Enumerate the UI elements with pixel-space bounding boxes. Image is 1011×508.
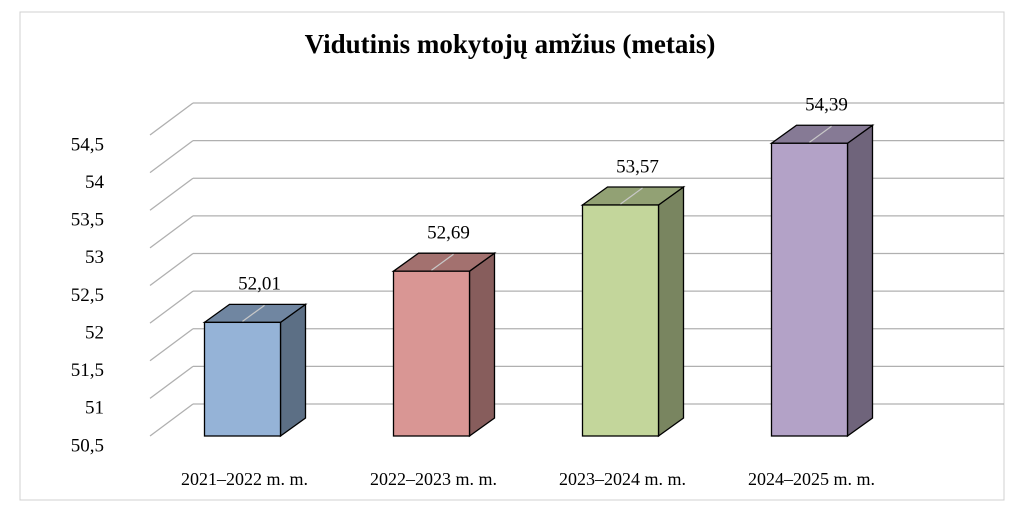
grid-line: [149, 140, 194, 174]
label-leader: [809, 125, 832, 143]
bar-side: [657, 185, 685, 438]
y-tick-label: 52,5: [71, 285, 104, 306]
chart-title: Vidutinis mokytojų amžius (metais): [305, 29, 716, 59]
x-tick-label: 2023–2024 m. m.: [559, 469, 686, 489]
grid-line: [149, 177, 194, 211]
y-tick-label: 54,5: [71, 134, 104, 155]
bar: [770, 142, 849, 437]
bar-side: [846, 124, 874, 438]
y-tick-label: 53,5: [71, 210, 104, 231]
grid-line: [149, 102, 194, 136]
value-label: 53,57: [616, 156, 659, 177]
bar: [581, 204, 660, 437]
bar: [203, 321, 282, 437]
label-leader: [431, 253, 454, 271]
y-tick-label: 54: [85, 172, 105, 193]
bar-side: [468, 251, 496, 438]
x-tick-label: 2022–2023 m. m.: [370, 469, 497, 489]
grid-line: [149, 252, 194, 287]
label-leader: [620, 187, 643, 205]
y-tick-label: 50,5: [71, 435, 104, 456]
grid-line: [149, 215, 194, 249]
grid-line: [149, 290, 194, 324]
value-label: 54,39: [805, 95, 848, 116]
y-tick-label: 51,5: [71, 360, 104, 381]
x-tick-label: 2021–2022 m. m.: [181, 469, 308, 489]
value-label: 52,69: [427, 223, 470, 244]
value-label: 52,01: [238, 274, 281, 295]
label-leader: [242, 304, 265, 322]
grid-line: [149, 403, 194, 437]
bar-side: [279, 303, 307, 438]
grid-line: [149, 365, 194, 399]
grid-line: [149, 328, 194, 362]
y-tick-label: 51: [85, 398, 104, 419]
bar: [392, 270, 471, 437]
y-tick-label: 52: [85, 322, 104, 343]
y-tick-label: 53: [85, 247, 104, 268]
x-tick-label: 2024–2025 m. m.: [748, 469, 875, 489]
